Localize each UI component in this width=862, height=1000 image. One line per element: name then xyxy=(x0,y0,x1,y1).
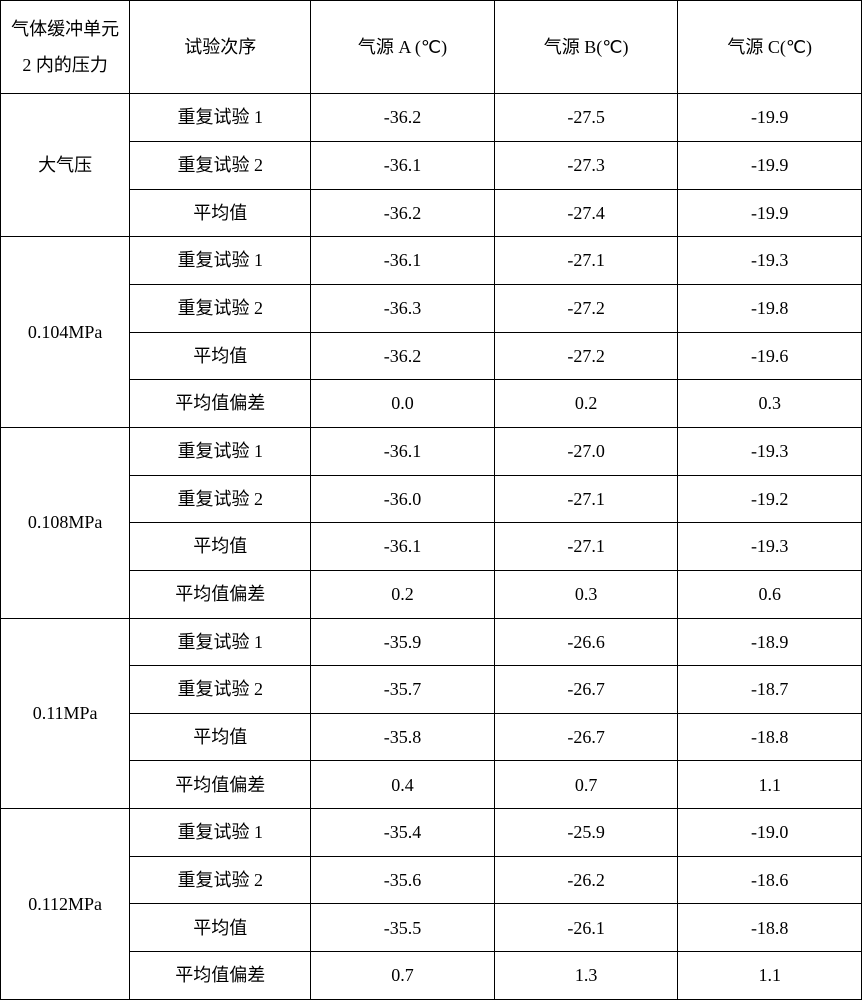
value-source-a: 0.4 xyxy=(311,761,495,809)
value-source-c: -19.2 xyxy=(678,475,862,523)
value-source-b: -27.4 xyxy=(494,189,678,237)
value-source-a: -36.3 xyxy=(311,284,495,332)
value-source-a: 0.0 xyxy=(311,380,495,428)
value-source-a: -36.2 xyxy=(311,332,495,380)
value-source-b: -26.6 xyxy=(494,618,678,666)
value-source-b: -27.3 xyxy=(494,141,678,189)
value-source-b: -26.7 xyxy=(494,713,678,761)
row-label: 重复试验 1 xyxy=(130,618,311,666)
row-label: 平均值 xyxy=(130,713,311,761)
value-source-a: -36.2 xyxy=(311,94,495,142)
value-source-b: -27.1 xyxy=(494,523,678,571)
row-label: 平均值 xyxy=(130,523,311,571)
value-source-a: -36.1 xyxy=(311,523,495,571)
row-label: 重复试验 2 xyxy=(130,666,311,714)
value-source-c: -18.8 xyxy=(678,713,862,761)
value-source-c: -18.6 xyxy=(678,856,862,904)
value-source-b: 0.3 xyxy=(494,570,678,618)
row-label: 重复试验 2 xyxy=(130,475,311,523)
pressure-label: 0.112MPa xyxy=(1,809,130,1000)
header-source-b: 气源 B(℃) xyxy=(494,1,678,94)
row-label: 平均值偏差 xyxy=(130,570,311,618)
value-source-b: -27.2 xyxy=(494,284,678,332)
row-label: 重复试验 1 xyxy=(130,237,311,285)
value-source-b: -27.1 xyxy=(494,237,678,285)
value-source-c: -18.9 xyxy=(678,618,862,666)
value-source-c: 0.3 xyxy=(678,380,862,428)
row-label: 重复试验 1 xyxy=(130,809,311,857)
row-label: 平均值偏差 xyxy=(130,952,311,1000)
value-source-c: -19.3 xyxy=(678,523,862,571)
row-label: 重复试验 2 xyxy=(130,284,311,332)
value-source-c: -19.3 xyxy=(678,237,862,285)
value-source-b: -27.0 xyxy=(494,427,678,475)
row-label: 重复试验 2 xyxy=(130,856,311,904)
value-source-a: 0.2 xyxy=(311,570,495,618)
value-source-b: -25.9 xyxy=(494,809,678,857)
row-label: 平均值偏差 xyxy=(130,761,311,809)
value-source-a: -35.4 xyxy=(311,809,495,857)
row-label: 平均值偏差 xyxy=(130,380,311,428)
value-source-b: 1.3 xyxy=(494,952,678,1000)
header-source-c: 气源 C(℃) xyxy=(678,1,862,94)
value-source-a: -36.1 xyxy=(311,237,495,285)
value-source-c: -19.6 xyxy=(678,332,862,380)
header-source-a: 气源 A (℃) xyxy=(311,1,495,94)
row-label: 平均值 xyxy=(130,332,311,380)
value-source-c: 0.6 xyxy=(678,570,862,618)
value-source-a: -35.6 xyxy=(311,856,495,904)
pressure-label: 0.104MPa xyxy=(1,237,130,428)
value-source-a: -35.5 xyxy=(311,904,495,952)
value-source-c: -19.9 xyxy=(678,94,862,142)
value-source-a: -35.7 xyxy=(311,666,495,714)
value-source-c: -19.3 xyxy=(678,427,862,475)
value-source-a: -36.2 xyxy=(311,189,495,237)
value-source-b: -26.2 xyxy=(494,856,678,904)
value-source-b: -27.2 xyxy=(494,332,678,380)
pressure-label: 大气压 xyxy=(1,94,130,237)
value-source-b: 0.7 xyxy=(494,761,678,809)
row-label: 平均值 xyxy=(130,189,311,237)
header-pressure: 气体缓冲单元 2 内的压力 xyxy=(1,1,130,94)
header-trial: 试验次序 xyxy=(130,1,311,94)
row-label: 重复试验 1 xyxy=(130,94,311,142)
value-source-b: 0.2 xyxy=(494,380,678,428)
value-source-a: -36.1 xyxy=(311,427,495,475)
row-label: 重复试验 2 xyxy=(130,141,311,189)
value-source-c: -19.9 xyxy=(678,141,862,189)
value-source-b: -27.5 xyxy=(494,94,678,142)
value-source-a: -35.8 xyxy=(311,713,495,761)
value-source-c: -19.9 xyxy=(678,189,862,237)
value-source-b: -27.1 xyxy=(494,475,678,523)
value-source-c: -19.0 xyxy=(678,809,862,857)
row-label: 重复试验 1 xyxy=(130,427,311,475)
pressure-label: 0.11MPa xyxy=(1,618,130,809)
value-source-c: 1.1 xyxy=(678,952,862,1000)
value-source-c: 1.1 xyxy=(678,761,862,809)
pressure-label: 0.108MPa xyxy=(1,427,130,618)
value-source-a: -36.1 xyxy=(311,141,495,189)
value-source-c: -18.8 xyxy=(678,904,862,952)
row-label: 平均值 xyxy=(130,904,311,952)
value-source-a: 0.7 xyxy=(311,952,495,1000)
value-source-c: -18.7 xyxy=(678,666,862,714)
value-source-a: -35.9 xyxy=(311,618,495,666)
value-source-c: -19.8 xyxy=(678,284,862,332)
value-source-a: -36.0 xyxy=(311,475,495,523)
value-source-b: -26.7 xyxy=(494,666,678,714)
value-source-b: -26.1 xyxy=(494,904,678,952)
data-table: 气体缓冲单元 2 内的压力 试验次序 气源 A (℃) 气源 B(℃) 气源 C… xyxy=(0,0,862,1000)
